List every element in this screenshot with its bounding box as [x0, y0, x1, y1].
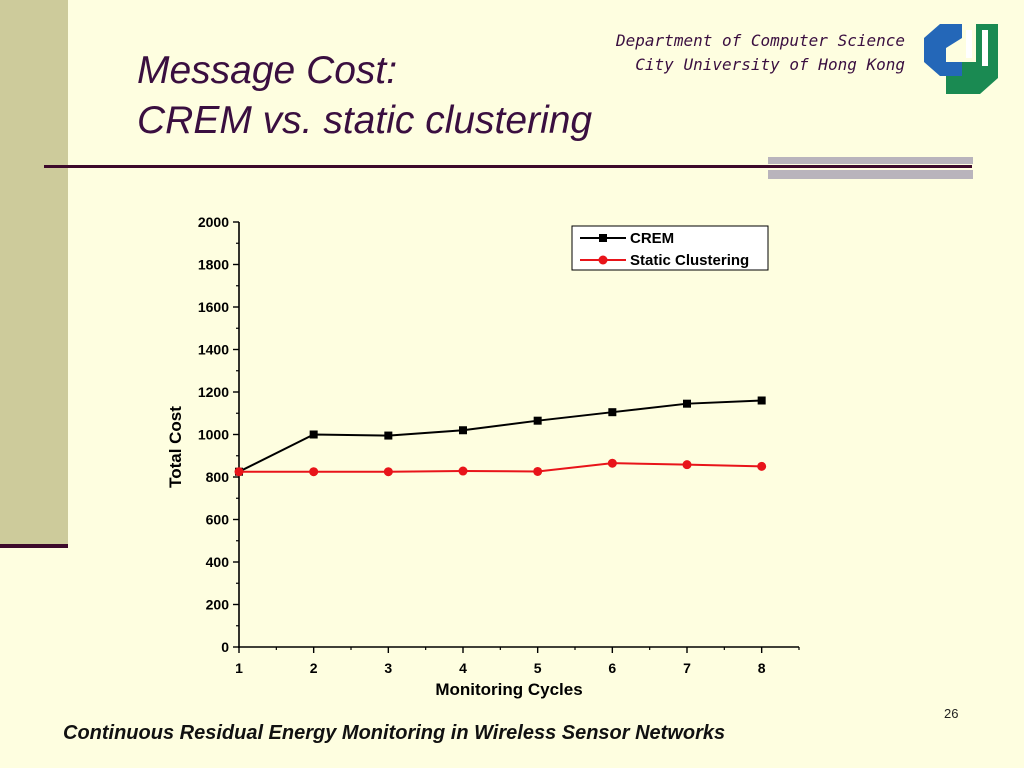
data-point	[757, 396, 766, 405]
page-number: 26	[944, 706, 959, 721]
series-line	[238, 399, 762, 473]
legend-marker	[599, 234, 607, 242]
x-tick-label: 2	[310, 660, 318, 676]
series-line	[239, 462, 762, 473]
data-point	[309, 467, 319, 477]
left-bar-underline	[0, 544, 68, 548]
slide-title: Message Cost: CREM vs. static clustering	[137, 46, 592, 146]
title-line-1: Message Cost:	[137, 49, 398, 92]
y-tick-label: 0	[221, 639, 229, 655]
data-point	[384, 431, 393, 440]
department-name: Department of Computer Science	[616, 31, 905, 50]
y-tick-label: 1400	[198, 342, 229, 358]
department-header: Department of Computer Science City Univ…	[616, 29, 905, 77]
y-tick-label: 1000	[198, 427, 229, 443]
title-divider	[44, 165, 972, 168]
x-tick-label: 7	[683, 660, 691, 676]
y-tick-label: 400	[206, 554, 230, 570]
x-tick-label: 3	[384, 660, 392, 676]
x-axis-title: Monitoring Cycles	[435, 680, 582, 699]
title-line-2: CREM vs. static clustering	[137, 99, 593, 142]
logo-blue-shape	[924, 24, 962, 76]
data-point	[607, 458, 617, 468]
logo-white-slot-2	[982, 30, 988, 66]
slide-footer: Continuous Residual Energy Monitoring in…	[63, 722, 726, 744]
x-tick-label: 4	[459, 660, 467, 676]
header-gray-bar-top	[768, 157, 973, 164]
y-tick-label: 800	[206, 469, 230, 485]
data-point	[757, 461, 767, 471]
data-point	[533, 466, 543, 476]
x-tick-label: 8	[758, 660, 766, 676]
legend-marker	[598, 255, 608, 265]
x-tick-label: 1	[235, 660, 243, 676]
data-point	[682, 460, 692, 470]
y-tick-label: 1800	[198, 257, 229, 273]
data-point	[458, 466, 468, 476]
data-point	[309, 430, 318, 439]
message-cost-chart: 0 200 400 600 800 1000 1200 1400 1600 1800 2000 1 2 3…	[150, 200, 830, 710]
y-tick-label: 2000	[198, 214, 229, 230]
legend-label: CREM	[630, 230, 674, 247]
data-point	[683, 399, 691, 408]
x-tick-label: 6	[608, 660, 616, 676]
data-point	[234, 467, 244, 477]
left-decorative-bar	[0, 0, 68, 546]
data-point	[533, 416, 542, 425]
data-point	[608, 408, 617, 417]
data-point	[383, 467, 393, 477]
cityu-logo	[922, 22, 999, 95]
header-gray-bar-bottom	[768, 170, 973, 179]
legend-label: Static Clustering	[630, 252, 749, 269]
x-tick-label: 5	[534, 660, 542, 676]
y-axis-title: Total Cost	[166, 406, 185, 488]
logo-white-slot	[966, 30, 972, 58]
y-tick-label: 200	[206, 597, 230, 613]
data-point	[459, 426, 467, 435]
y-tick-label: 600	[206, 512, 230, 528]
chart-svg: 0 200 400 600 800 1000 1200 1400 1600 1800 2000 1 2 3…	[166, 214, 800, 699]
y-tick-label: 1600	[198, 299, 229, 315]
university-name: City University of Hong Kong	[635, 55, 905, 74]
y-tick-label: 1200	[198, 384, 229, 400]
